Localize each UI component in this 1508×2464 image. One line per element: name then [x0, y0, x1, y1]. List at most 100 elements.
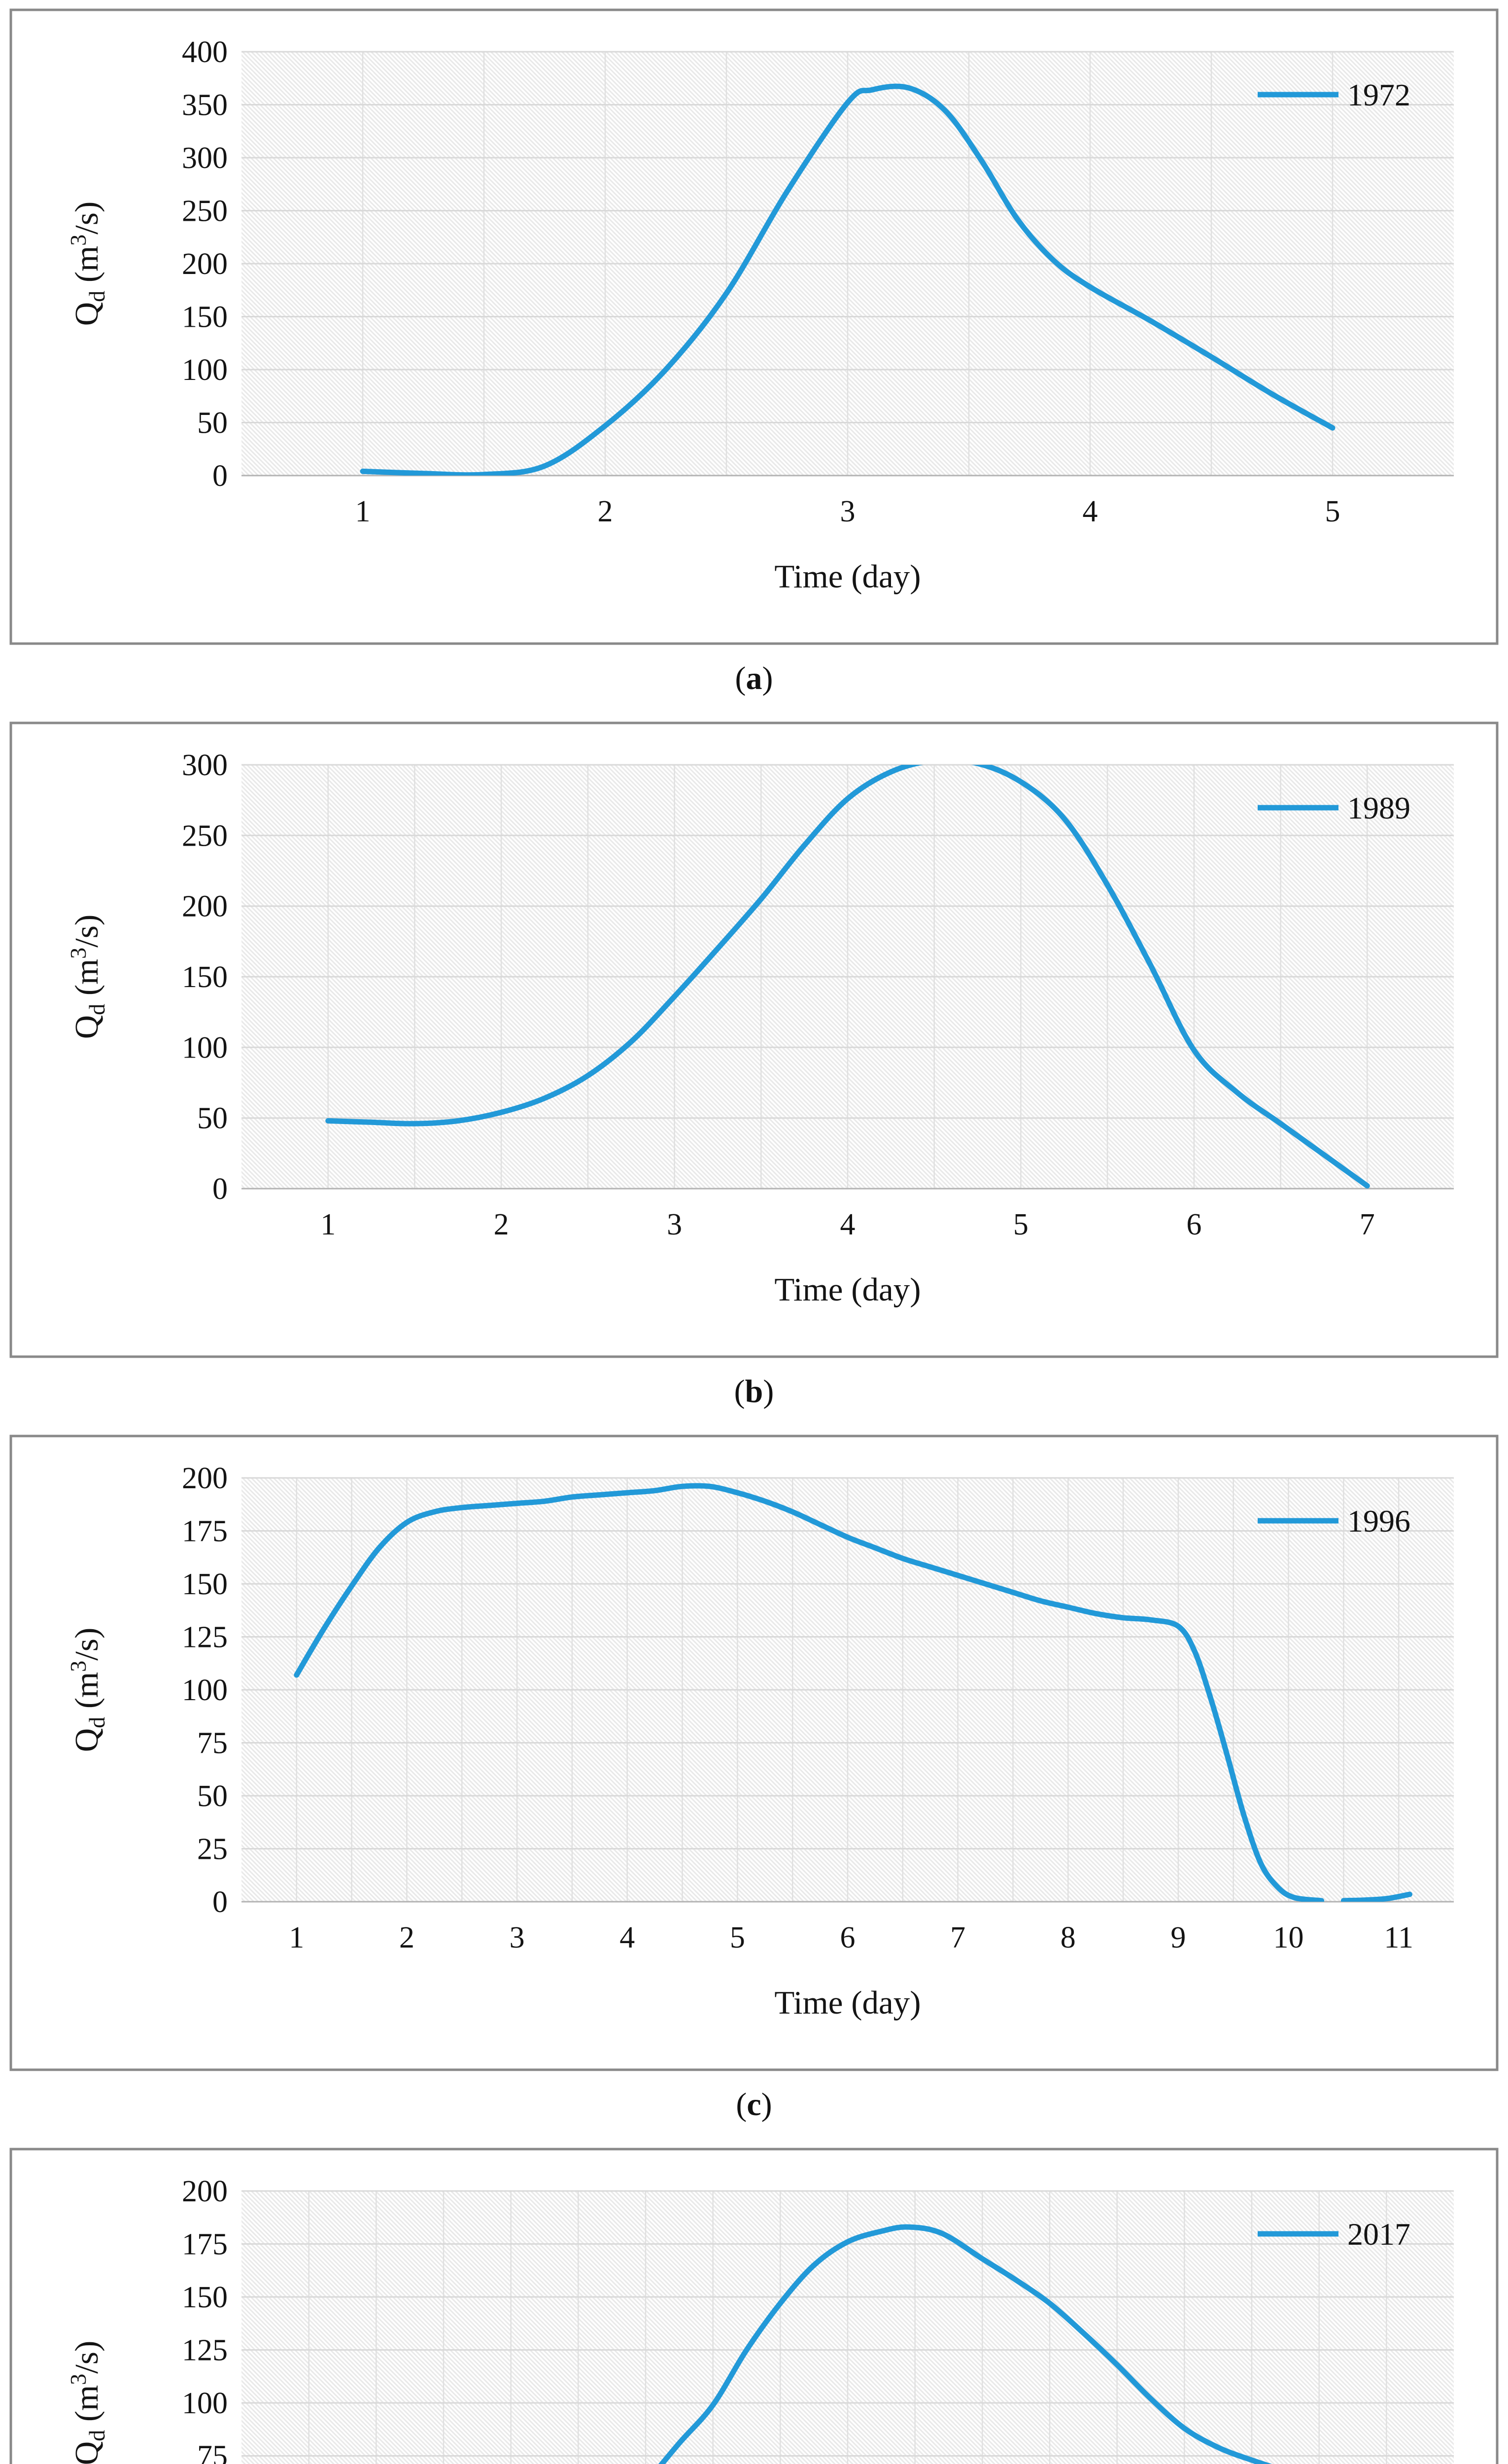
y-tick-label: 75 — [197, 1727, 228, 1760]
y-tick-label: 200 — [182, 2175, 228, 2208]
x-tick-label: 5 — [1325, 495, 1340, 528]
figure-panel-b: 0 50 100 150 200 250 300 1 2 3 4 5 6 7 Qd (m3/s) Time (… — [0, 713, 1508, 1426]
x-tick-label: 9 — [1170, 1921, 1186, 1954]
x-tick-label: 1 — [355, 495, 371, 528]
hydrograph-chart-2017: 0255075100125150175200123456789Qd (m3/s)… — [9, 2148, 1499, 2464]
y-tick-label: 200 — [182, 247, 228, 281]
y-tick-label: 250 — [182, 819, 228, 853]
x-tick-labels: 1 2 3 4 5 6 7 8 9 10 11 — [289, 1921, 1413, 1954]
caption-c: (c) — [0, 2088, 1508, 2122]
hydrograph-line-2017 — [658, 2224, 1272, 2464]
caption-a: (a) — [0, 661, 1508, 696]
y-axis-title: Qd (m3/s) — [66, 202, 109, 326]
y-tick-label: 250 — [182, 195, 228, 228]
y-tick-label: 100 — [182, 2387, 228, 2420]
caption-a-letter: a — [746, 660, 762, 696]
y-tick-label: 75 — [197, 2440, 228, 2464]
y-tick-label: 0 — [212, 1172, 228, 1206]
y-tick-label: 150 — [182, 301, 228, 334]
hydrograph-chart-1972: 0 50 100 150 200 250 300 350 400 1 2 3 4 5 Qd (m3/s) Ti… — [9, 8, 1499, 645]
y-tick-label: 150 — [182, 960, 228, 994]
figure-panel-a: 0 50 100 150 200 250 300 350 400 1 2 3 4 5 Qd (m3/s) Ti… — [0, 0, 1508, 713]
caption-c-close: ) — [761, 2087, 772, 2122]
y-tick-label: 0 — [212, 1885, 228, 1919]
y-tick-label: 175 — [182, 2228, 228, 2261]
caption-b: (b) — [0, 1374, 1508, 1409]
hydrograph-chart-1989: 0 50 100 150 200 250 300 1 2 3 4 5 6 7 Qd (m3/s) Time (… — [9, 721, 1499, 1358]
hydrograph-line-1989 — [325, 765, 1370, 1189]
legend-label: 1989 — [1347, 790, 1410, 825]
caption-c-open: ( — [736, 2087, 747, 2122]
caption-b-open: ( — [734, 1373, 745, 1409]
y-tick-label: 150 — [182, 1568, 228, 1601]
x-tick-label: 7 — [950, 1921, 965, 1954]
y-tick-label: 50 — [197, 1780, 228, 1813]
x-tick-label: 8 — [1061, 1921, 1076, 1954]
x-axis-title: Time (day) — [774, 1985, 921, 2021]
y-tick-label: 0 — [212, 459, 228, 493]
x-tick-label: 2 — [494, 1208, 509, 1241]
y-tick-label: 100 — [182, 353, 228, 387]
y-tick-label: 100 — [182, 1031, 228, 1064]
y-tick-label: 50 — [197, 407, 228, 440]
y-tick-label: 50 — [197, 1102, 228, 1135]
hydrograph-line-1996 — [294, 1483, 1325, 1902]
caption-c-letter: c — [747, 2087, 761, 2122]
x-tick-label: 5 — [1013, 1208, 1028, 1241]
y-tick-label: 300 — [182, 141, 228, 175]
legend: 1989 — [1258, 790, 1410, 825]
x-tick-label: 6 — [840, 1921, 856, 1954]
hydrograph-chart-1996: 0 25 50 75 100 125 150 175 200 1 2 3 4 5 6 7 8 9 10 11 Qd (m… — [9, 1435, 1499, 2071]
x-tick-label: 4 — [619, 1921, 635, 1954]
x-tick-label: 11 — [1384, 1921, 1413, 1954]
x-tick-label: 6 — [1186, 1208, 1201, 1241]
x-axis-title: Time (day) — [774, 558, 921, 595]
hydrograph-line-1972 — [360, 83, 1336, 476]
x-tick-label: 1 — [320, 1208, 336, 1241]
caption-a-close: ) — [762, 660, 773, 696]
y-axis-title: Qd (m3/s) — [66, 2341, 109, 2464]
x-tick-label: 4 — [840, 1208, 856, 1241]
legend-label: 1996 — [1347, 1504, 1410, 1539]
y-tick-labels: 0 25 50 75 100 125 150 175 200 — [182, 1462, 228, 1919]
x-tick-label: 2 — [399, 1921, 414, 1954]
y-tick-labels: 0 50 100 150 200 250 300 350 400 — [182, 35, 228, 493]
caption-a-open: ( — [735, 660, 746, 696]
x-tick-label: 5 — [730, 1921, 745, 1954]
y-tick-label: 200 — [182, 890, 228, 924]
series-lines — [325, 765, 1370, 1189]
y-tick-label: 200 — [182, 1462, 228, 1495]
y-axis-title: Qd (m3/s) — [66, 1628, 109, 1752]
horizontal-gridlines — [241, 1477, 1454, 1849]
caption-b-letter: b — [745, 1373, 763, 1409]
hydrograph-line-1996 — [1340, 1891, 1412, 1902]
x-tick-label: 3 — [667, 1208, 682, 1241]
x-tick-label: 2 — [598, 495, 613, 528]
y-axis-title: Qd (m3/s) — [66, 915, 109, 1039]
x-axis-title: Time (day) — [774, 1271, 921, 1308]
legend: 1996 — [1258, 1504, 1410, 1539]
x-tick-labels: 1 2 3 4 5 — [355, 495, 1340, 528]
y-tick-label: 300 — [182, 749, 228, 782]
x-tick-label: 7 — [1360, 1208, 1375, 1241]
series-lines — [658, 2224, 1272, 2464]
legend-label: 2017 — [1347, 2217, 1410, 2252]
legend: 1972 — [1258, 77, 1410, 112]
series-lines — [360, 83, 1336, 476]
x-tick-label: 4 — [1083, 495, 1098, 528]
series-lines — [294, 1483, 1412, 1902]
legend: 2017 — [1258, 2217, 1410, 2252]
figure-panel-d: 0255075100125150175200123456789Qd (m3/s)… — [0, 2139, 1508, 2464]
x-tick-label: 10 — [1273, 1921, 1304, 1954]
y-tick-label: 350 — [182, 89, 228, 122]
x-tick-label: 3 — [840, 495, 856, 528]
figure-panel-c: 0 25 50 75 100 125 150 175 200 1 2 3 4 5 6 7 8 9 10 11 Qd (m… — [0, 1426, 1508, 2139]
y-tick-label: 125 — [182, 1621, 228, 1654]
x-tick-labels: 1 2 3 4 5 6 7 — [320, 1208, 1375, 1241]
legend-label: 1972 — [1347, 77, 1410, 112]
y-tick-label: 25 — [197, 1833, 228, 1866]
y-tick-label: 150 — [182, 2281, 228, 2314]
y-tick-label: 100 — [182, 1674, 228, 1707]
x-tick-label: 3 — [510, 1921, 525, 1954]
